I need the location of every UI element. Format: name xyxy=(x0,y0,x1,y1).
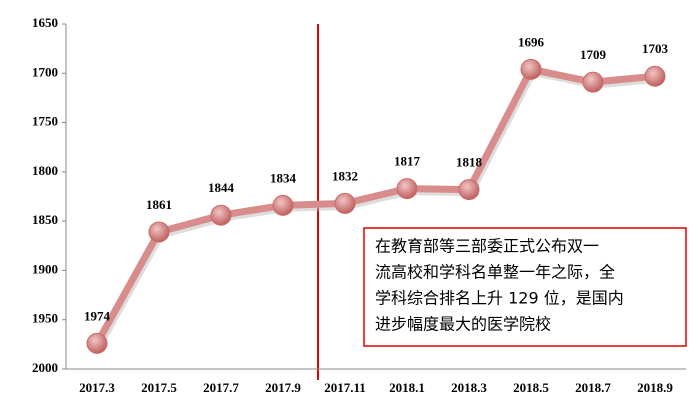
annotation-line: 学科综合排名上升 129 位，是国内 xyxy=(375,289,624,308)
y-tick-label: 2000 xyxy=(32,360,58,375)
marker xyxy=(458,179,480,201)
annotation-box xyxy=(363,227,687,347)
x-tick-label: 2018.3 xyxy=(451,380,487,395)
data-label: 1974 xyxy=(84,308,111,323)
y-tick-label: 1700 xyxy=(32,64,58,79)
marker xyxy=(148,221,170,243)
x-tick-label: 2017.5 xyxy=(141,380,177,395)
marker xyxy=(272,194,294,216)
annotation-line: 在教育部等三部委正式公布双一 xyxy=(375,237,599,256)
marker xyxy=(86,332,108,354)
x-tick-label: 2017.11 xyxy=(324,380,366,395)
annotation-line: 流高校和学科名单整一年之际，全 xyxy=(375,263,615,282)
x-tick-label: 2018.7 xyxy=(575,380,611,395)
x-tick-label: 2018.9 xyxy=(637,380,673,395)
data-label: 1696 xyxy=(518,34,545,49)
x-tick-label: 2018.5 xyxy=(513,380,549,395)
data-label: 1818 xyxy=(456,155,483,170)
x-tick-label: 2017.3 xyxy=(79,380,115,395)
y-tick-label: 1950 xyxy=(32,311,58,326)
y-tick-label: 1900 xyxy=(32,261,58,276)
marker xyxy=(520,58,542,80)
marker xyxy=(334,192,356,214)
data-label: 1834 xyxy=(270,170,297,185)
x-tick-label: 2018.1 xyxy=(389,380,425,395)
x-tick-label: 2017.9 xyxy=(265,380,301,395)
data-label: 1844 xyxy=(208,180,235,195)
marker xyxy=(644,65,666,87)
x-tick-label: 2017.7 xyxy=(203,380,239,395)
data-label: 1861 xyxy=(146,197,172,212)
y-tick-label: 1800 xyxy=(32,163,58,178)
data-label: 1832 xyxy=(332,168,358,183)
data-label: 1703 xyxy=(642,41,669,56)
y-tick-label: 1750 xyxy=(32,114,58,129)
line xyxy=(93,65,656,346)
y-tick-label: 1850 xyxy=(32,212,58,227)
marker xyxy=(210,204,232,226)
annotation-line: 进步幅度最大的医学院校 xyxy=(375,315,551,334)
data-label: 1709 xyxy=(580,47,607,62)
marker xyxy=(582,71,604,93)
y-tick-label: 1650 xyxy=(32,15,58,30)
data-label: 1817 xyxy=(394,154,421,169)
marker xyxy=(396,178,418,200)
